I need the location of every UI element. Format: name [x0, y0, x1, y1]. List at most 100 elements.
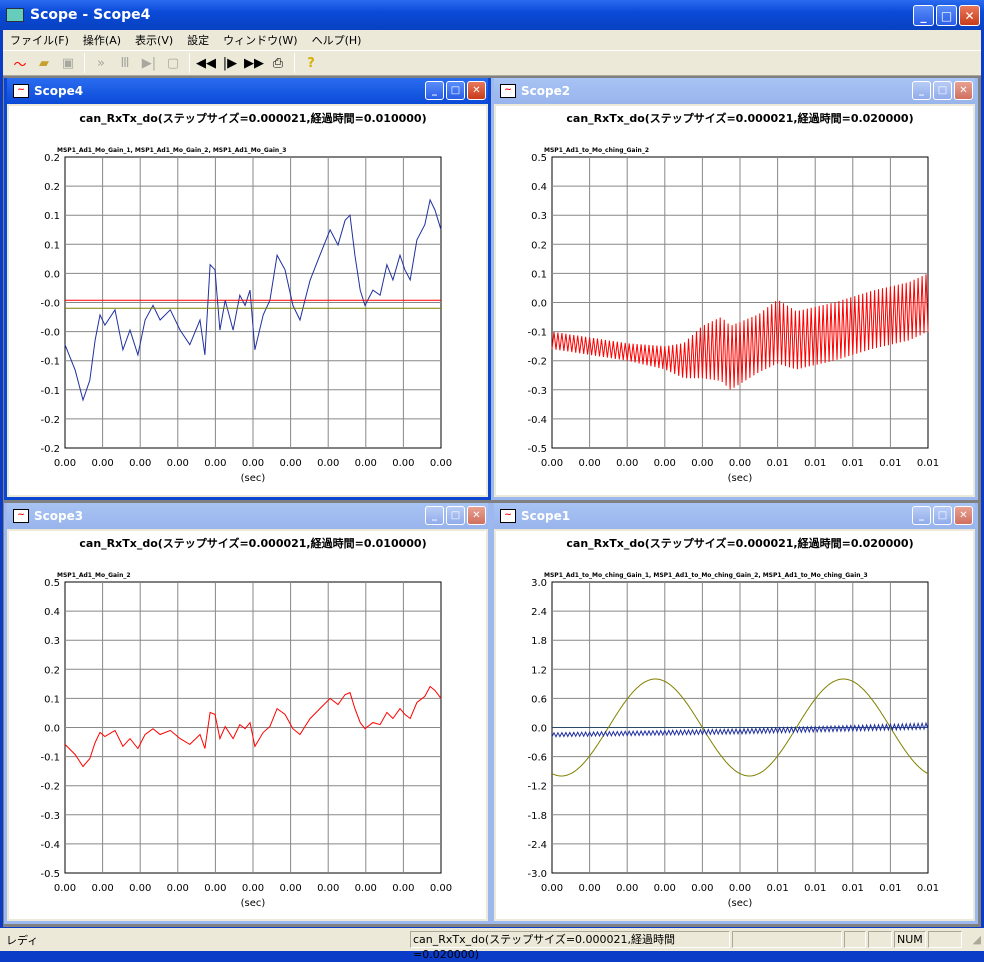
x-tick-label: 0.00 [654, 883, 676, 894]
help-icon[interactable]: ? [307, 55, 315, 71]
y-tick-label: 0.4 [44, 607, 60, 618]
scope2-title-bar[interactable]: ~ Scope2 _ □ ✕ [494, 78, 975, 104]
app-icon [6, 8, 24, 22]
maximize-button[interactable]: □ [933, 81, 952, 100]
menu-operation[interactable]: 操作(A) [82, 34, 122, 47]
app-title-bar: Scope - Scope4 _ □ ✕ [0, 0, 984, 30]
scope2-window[interactable]: ~ Scope2 _ □ ✕ can_RxTx_do(ステップサイズ=0.000021… [491, 78, 978, 500]
chart-svg: can_RxTx_do(ステップサイズ=0.000021,経過時間=0.0100… [40, 536, 452, 909]
scope-icon: ~ [13, 84, 29, 98]
x-tick-label: 0.00 [729, 883, 751, 894]
scope3-title-bar[interactable]: ~ Scope3 _ □ ✕ [7, 503, 488, 529]
y-tick-label: 2.4 [531, 607, 547, 618]
menu-help[interactable]: ヘルプ(H) [311, 34, 362, 47]
minimize-button[interactable]: _ [912, 506, 931, 525]
y-tick-label: 0.3 [44, 636, 60, 647]
maximize-button[interactable]: □ [933, 506, 952, 525]
scope-icon[interactable]: 〜 [13, 57, 27, 73]
print-icon[interactable]: ⎙ [272, 55, 284, 71]
y-tick-label: 0.6 [531, 694, 547, 705]
series-gain-2 [551, 678, 929, 777]
pause-icon[interactable]: Ⅲ [120, 55, 130, 71]
open-icon[interactable]: ▰ [39, 55, 49, 71]
minimize-button[interactable]: _ [913, 5, 934, 26]
play-icon[interactable]: » [97, 55, 105, 71]
menu-window[interactable]: ウィンドウ(W) [223, 34, 298, 47]
scope3-window[interactable]: ~ Scope3 _ □ ✕ can_RxTx_do(ステップサイズ=0.000021… [4, 503, 491, 924]
minimize-button[interactable]: _ [425, 506, 444, 525]
chart-legend: MSP1_Ad1_to_Mo_ching_Gain_1, MSP1_Ad1_to… [544, 572, 868, 579]
stop-icon[interactable]: ▢ [166, 55, 180, 71]
y-tick-label: 0.5 [531, 153, 547, 164]
close-button[interactable]: ✕ [467, 506, 486, 525]
y-tick-label: -0.2 [40, 444, 60, 455]
chart-title: can_RxTx_do(ステップサイズ=0.000021,経過時間=0.0200… [566, 536, 913, 550]
y-tick-label: 0.2 [531, 240, 547, 251]
x-axis-label: (sec) [728, 898, 753, 909]
step-icon[interactable]: ▶| [141, 55, 157, 71]
x-tick-label: 0.01 [879, 883, 901, 894]
series-gain-1 [64, 198, 442, 402]
y-tick-label: 1.8 [531, 636, 547, 647]
menu-file[interactable]: ファイル(F) [10, 34, 69, 47]
close-button[interactable]: ✕ [467, 81, 486, 100]
y-tick-label: -3.0 [527, 869, 547, 880]
y-tick-label: 0.4 [531, 182, 547, 193]
y-tick-label: -0.4 [527, 415, 547, 426]
window-title: Scope2 [521, 84, 571, 98]
scope-icon: ~ [500, 509, 516, 523]
y-tick-label: -0.1 [40, 753, 60, 764]
x-axis-label: (sec) [241, 473, 266, 484]
close-button[interactable]: ✕ [954, 506, 973, 525]
step-forward-icon[interactable]: |▶ [222, 55, 238, 71]
chart-legend: MSP1_Ad1_Mo_Gain_2 [57, 572, 131, 579]
y-tick-label: 0.0 [44, 269, 60, 280]
save-icon[interactable]: ▣ [61, 55, 75, 71]
y-tick-label: -0.5 [527, 444, 547, 455]
x-tick-label: 0.00 [129, 883, 151, 894]
menu-settings[interactable]: 設定 [187, 34, 210, 47]
x-tick-label: 0.00 [691, 458, 713, 469]
chart-area: can_RxTx_do(ステップサイズ=0.000021,経過時間=0.0100… [9, 531, 486, 919]
maximize-button[interactable]: □ [446, 506, 465, 525]
chart-legend: MSP1_Ad1_to_Mo_ching_Gain_2 [544, 147, 649, 154]
y-tick-label: -0.1 [527, 328, 547, 339]
maximize-button[interactable]: □ [446, 81, 465, 100]
y-tick-label: 0.1 [44, 211, 60, 222]
x-tick-label: 0.00 [729, 458, 751, 469]
close-button[interactable]: ✕ [959, 5, 980, 26]
x-axis-label: (sec) [728, 473, 753, 484]
minimize-button[interactable]: _ [425, 81, 444, 100]
x-axis-label: (sec) [241, 898, 266, 909]
status-ready: レディ [6, 933, 39, 947]
scope1-window[interactable]: ~ Scope1 _ □ ✕ can_RxTx_do(ステップサイズ=0.000021… [491, 503, 978, 924]
x-tick-label: 0.00 [355, 458, 377, 469]
rewind-icon[interactable]: ◀◀ [196, 55, 216, 71]
y-tick-label: -1.8 [527, 811, 547, 822]
scope4-window[interactable]: ~ Scope4 _ □ ✕ can_RxTx_do(ステップサイズ=0.000021… [4, 78, 491, 500]
y-tick-label: -0.3 [527, 386, 547, 397]
maximize-button[interactable]: □ [936, 5, 957, 26]
close-button[interactable]: ✕ [954, 81, 973, 100]
y-tick-label: -2.4 [527, 840, 547, 851]
x-tick-label: 0.00 [204, 458, 226, 469]
menu-view[interactable]: 表示(V) [135, 34, 174, 47]
resize-grip-icon[interactable]: ◢ [972, 933, 981, 946]
x-tick-label: 0.01 [842, 458, 864, 469]
chart-title: can_RxTx_do(ステップサイズ=0.000021,経過時間=0.0200… [566, 111, 913, 125]
y-tick-label: 3.0 [531, 578, 547, 589]
chart-title: can_RxTx_do(ステップサイズ=0.000021,経過時間=0.0100… [79, 111, 426, 125]
scope1-title-bar[interactable]: ~ Scope1 _ □ ✕ [494, 503, 975, 529]
series-gain-2 [551, 274, 929, 390]
x-tick-label: 0.00 [392, 883, 414, 894]
y-tick-label: -0.0 [40, 299, 60, 310]
chart-svg: can_RxTx_do(ステップサイズ=0.000021,経過時間=0.0200… [527, 111, 939, 484]
y-tick-label: -0.1 [40, 357, 60, 368]
x-tick-label: 0.00 [654, 458, 676, 469]
x-tick-label: 0.00 [279, 883, 301, 894]
scope4-title-bar[interactable]: ~ Scope4 _ □ ✕ [7, 78, 488, 104]
minimize-button[interactable]: _ [912, 81, 931, 100]
y-tick-label: 0.0 [44, 724, 60, 735]
y-tick-label: 0.1 [531, 269, 547, 280]
fast-forward-icon[interactable]: ▶▶ [244, 55, 264, 71]
